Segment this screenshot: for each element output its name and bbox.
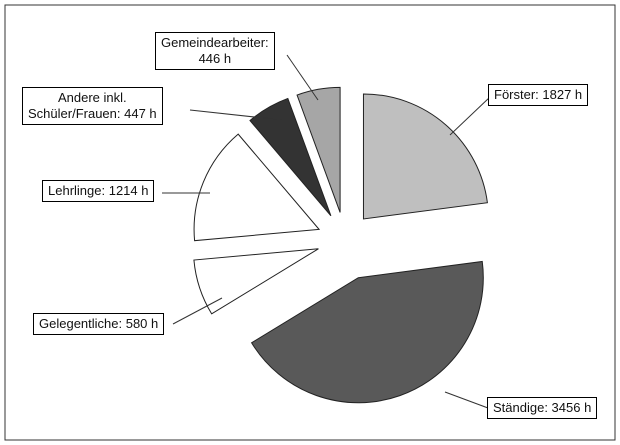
- data-label: Lehrlinge: 1214 h: [42, 180, 155, 202]
- pie-slice: [296, 86, 341, 213]
- pie-slice: [249, 97, 332, 217]
- pie-slice: [193, 133, 321, 242]
- data-label: Gelegentliche: 580 h: [33, 313, 165, 335]
- leader-line: [449, 96, 491, 136]
- leader-line: [172, 297, 223, 325]
- leader-line: [189, 109, 283, 121]
- pie-slice: [193, 248, 319, 315]
- leader-line: [286, 54, 319, 101]
- leader-line: [444, 391, 489, 409]
- frame: [4, 4, 616, 441]
- pie-slice: [250, 260, 484, 404]
- pie-slice: [362, 93, 488, 220]
- data-label: Ständige: 3456 h: [487, 397, 598, 419]
- data-label: Gemeindearbeiter: 446 h: [155, 32, 275, 70]
- data-label: Förster: 1827 h: [488, 84, 589, 106]
- data-label: Andere inkl. Schüler/Frauen: 447 h: [22, 87, 163, 125]
